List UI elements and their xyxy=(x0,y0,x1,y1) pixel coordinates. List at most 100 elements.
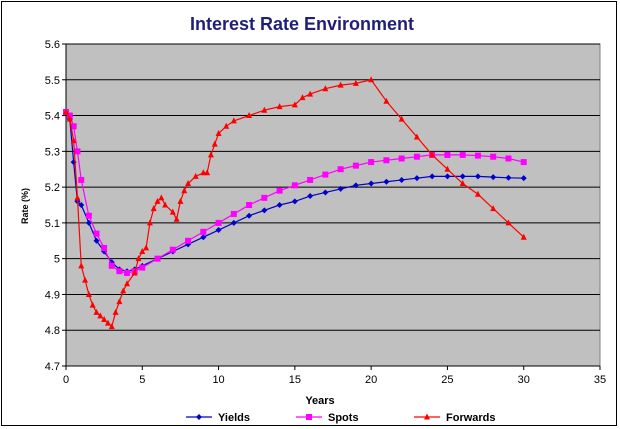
legend-label: Forwards xyxy=(446,412,496,424)
data-point xyxy=(97,312,104,319)
data-point xyxy=(307,90,314,97)
data-point xyxy=(158,194,165,201)
data-point xyxy=(101,244,108,251)
data-point xyxy=(299,94,306,101)
data-point xyxy=(246,112,253,119)
legend-label: Yields xyxy=(218,412,250,424)
data-point xyxy=(490,205,497,212)
data-point xyxy=(135,255,142,262)
data-point xyxy=(322,189,329,196)
x-tick-label: 25 xyxy=(441,374,453,386)
data-point xyxy=(89,301,96,308)
data-point xyxy=(307,193,314,200)
data-point xyxy=(200,228,207,235)
data-point xyxy=(520,175,527,182)
data-point xyxy=(74,148,81,155)
data-point xyxy=(322,85,329,92)
data-point xyxy=(230,117,237,124)
data-point xyxy=(150,205,157,212)
y-tick-label: 5.4 xyxy=(45,111,60,123)
data-point xyxy=(169,208,176,215)
data-point xyxy=(352,79,359,86)
data-point xyxy=(474,190,481,197)
data-point xyxy=(246,212,253,219)
y-tick-label: 5.6 xyxy=(45,39,60,51)
data-point xyxy=(74,194,81,201)
data-point xyxy=(204,169,211,176)
data-point xyxy=(383,157,390,164)
data-point xyxy=(108,323,115,330)
data-point xyxy=(173,215,180,222)
data-point xyxy=(444,151,451,158)
x-tick-label: 5 xyxy=(139,374,145,386)
y-tick-label: 4.9 xyxy=(45,289,60,301)
data-point xyxy=(116,298,123,305)
data-point xyxy=(276,202,283,208)
data-point xyxy=(78,176,85,183)
data-point xyxy=(112,308,119,315)
data-point xyxy=(139,248,146,255)
data-point xyxy=(368,180,375,187)
data-point xyxy=(337,166,344,173)
data-point xyxy=(200,169,207,176)
data-point xyxy=(520,233,527,240)
x-tick-label: 20 xyxy=(365,374,377,386)
data-point xyxy=(459,180,466,187)
data-point xyxy=(398,115,405,122)
data-point xyxy=(66,115,73,122)
data-point xyxy=(429,151,436,158)
data-point xyxy=(78,262,85,269)
data-point xyxy=(474,173,481,180)
data-point xyxy=(261,106,268,113)
data-point xyxy=(139,264,146,271)
data-point xyxy=(154,255,161,262)
data-point xyxy=(368,76,375,83)
data-point xyxy=(429,173,436,180)
data-point xyxy=(162,201,169,208)
data-point xyxy=(66,112,73,119)
legend: Yields Spots Forwards xyxy=(186,412,496,424)
data-point xyxy=(291,101,298,108)
legend-label: Spots xyxy=(328,412,359,424)
data-point xyxy=(490,153,497,160)
data-point xyxy=(82,276,89,283)
legend-marker xyxy=(424,413,430,420)
data-point xyxy=(63,108,69,115)
data-point xyxy=(215,129,222,136)
data-point xyxy=(93,308,100,315)
data-point xyxy=(116,268,123,275)
data-point xyxy=(85,290,92,297)
data-point xyxy=(337,81,344,88)
data-point xyxy=(169,246,176,253)
data-point xyxy=(490,174,497,181)
y-tick-label: 5.5 xyxy=(45,75,60,87)
data-point xyxy=(368,159,375,166)
data-point xyxy=(146,219,153,226)
data-point xyxy=(261,194,268,201)
x-axis-label: Years xyxy=(305,395,334,407)
data-point xyxy=(505,155,512,162)
x-tick-label: 35 xyxy=(594,374,606,386)
data-point xyxy=(505,219,512,226)
data-point xyxy=(459,173,466,180)
x-tick-label: 15 xyxy=(289,374,301,386)
data-point xyxy=(322,171,329,178)
data-point xyxy=(383,178,390,185)
data-point xyxy=(124,269,131,276)
data-point xyxy=(78,202,85,208)
data-point xyxy=(154,197,161,204)
data-point xyxy=(383,97,390,104)
legend-item-spots: Spots xyxy=(296,412,359,424)
data-point xyxy=(230,219,237,226)
data-point xyxy=(352,182,359,189)
data-point xyxy=(246,202,253,208)
series-forwards xyxy=(63,76,527,330)
x-tick-label: 30 xyxy=(518,374,530,386)
data-point xyxy=(85,219,92,226)
x-tick-label: 10 xyxy=(212,374,224,386)
data-point xyxy=(223,122,230,129)
data-point xyxy=(104,319,111,326)
data-point xyxy=(413,153,420,160)
